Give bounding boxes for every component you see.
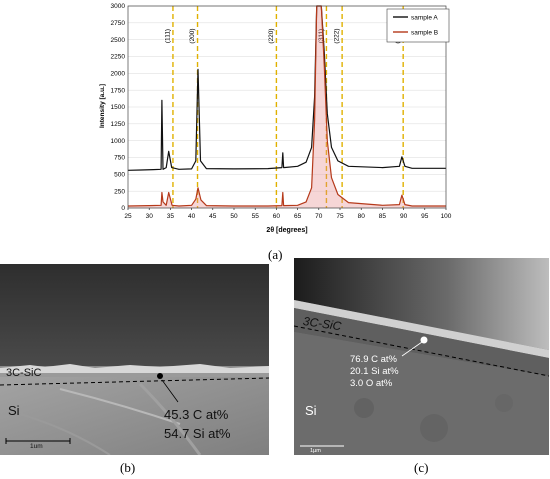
y-axis-label: Intensity [a.u.]	[99, 84, 106, 128]
composition-line-2: 54.7 Si at%	[164, 426, 231, 441]
x-tick-label: 90	[400, 213, 408, 220]
y-tick-label: 1500	[111, 104, 126, 111]
y-tick-label: 0	[121, 205, 125, 212]
x-tick-label: 50	[230, 213, 238, 220]
plot-frame	[127, 5, 447, 209]
scale-bar-label: 1µm	[310, 448, 321, 454]
sem-image-c: 3C-SiC Si 76.9 C at% 20.1 Si at% 3.0 O a…	[294, 258, 549, 455]
x-tick-label: 35	[167, 213, 175, 220]
y-tick-label: 250	[114, 188, 125, 195]
composition-line-2: 20.1 Si at%	[350, 366, 399, 377]
series-line-sample-a	[127, 5, 446, 171]
y-tick-label: 2750	[111, 20, 126, 27]
reference-label: (200)	[189, 28, 196, 43]
x-tick-label: 65	[294, 213, 302, 220]
y-tick-label: 1000	[111, 138, 126, 145]
series-line-sample-b	[127, 5, 446, 207]
xrd-chart: (111)(200)(220)(311)(222)(400) 025050075…	[99, 3, 452, 234]
layer-label: 3C-SiC	[6, 367, 42, 379]
x-axis-label: 2θ [degrees]	[266, 227, 307, 234]
panel-label-c: (c)	[414, 460, 429, 475]
y-tick-label: 2500	[111, 37, 126, 44]
x-tick-label: 70	[315, 213, 323, 220]
legend-label-sample-a: sample A	[411, 15, 438, 22]
panel-label-a: (a)	[268, 247, 283, 262]
legend-label-sample-b: sample B	[411, 30, 438, 37]
scale-bar-label: 1um	[30, 443, 43, 450]
x-tick-label: 95	[421, 213, 429, 220]
y-tick-label: 1250	[111, 121, 126, 128]
chart-axes: 0 250 500 750 1000 1250 1500 1750 2000 2250 2500 27…	[111, 3, 452, 220]
reference-label-bg	[267, 27, 275, 45]
composition-line-3: 3.0 O at%	[350, 378, 393, 389]
composition-line-1: 45.3 C at%	[164, 407, 229, 422]
y-tick-label: 750	[114, 155, 125, 162]
x-tick-label: 80	[358, 213, 366, 220]
sem-image-b: 3C-SiC Si 45.3 C at% 54.7 Si at% 1um	[0, 264, 269, 455]
x-tick-label: 100	[441, 213, 452, 220]
x-tick-label: 40	[188, 213, 196, 220]
panel-label-b: (b)	[120, 460, 136, 475]
y-tick-label: 500	[114, 172, 125, 179]
legend: sample A sample B	[386, 8, 450, 43]
substrate-label: Si	[305, 403, 317, 418]
substrate-label: Si	[8, 403, 20, 418]
y-tick-label: 3000	[111, 3, 126, 10]
reference-label-bg	[163, 27, 171, 45]
y-tick-label: 2000	[111, 71, 126, 78]
x-tick-label: 25	[124, 213, 132, 220]
plot-series	[127, 5, 446, 208]
composition-line-1: 76.9 C at%	[350, 354, 397, 365]
x-tick-label: 55	[252, 213, 260, 220]
reference-label-bg	[188, 27, 196, 45]
reference-label-bg	[317, 27, 325, 45]
y-tick-label: 2250	[111, 54, 126, 61]
x-tick-label: 60	[273, 213, 281, 220]
reference-label: (311)	[318, 29, 325, 44]
x-tick-label: 85	[379, 213, 387, 220]
reference-label: (220)	[268, 28, 275, 43]
reference-label-bg	[333, 27, 341, 45]
reference-label: (222)	[334, 28, 341, 43]
x-tick-label: 75	[336, 213, 344, 220]
x-tick-label: 45	[209, 213, 217, 220]
reference-label: (111)	[164, 29, 171, 43]
y-tick-label: 1750	[111, 87, 126, 94]
x-tick-label: 30	[146, 213, 154, 220]
